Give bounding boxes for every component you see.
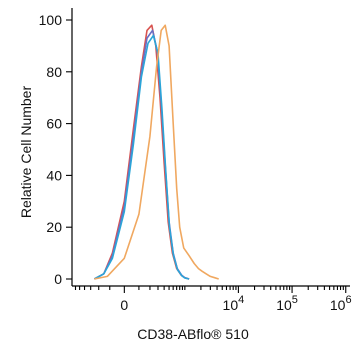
y-tick-label: 100 [39,12,63,28]
y-tick-label: 20 [46,219,62,235]
x-ticks: 0 104 105 106 [74,286,352,313]
x-axis-title: CD38-ABflo® 510 [137,326,249,342]
x-tick-label: 0 [120,297,128,313]
y-tick-label: 40 [46,167,62,183]
axes [71,8,350,287]
y-ticks: 0 20 40 60 80 100 [39,12,72,287]
y-tick-label: 80 [46,64,62,80]
y-axis-title: Relative Cell Number [18,86,34,219]
y-tick-label: 0 [54,271,62,287]
x-tick-label: 105 [276,294,298,313]
plot-series [94,24,219,280]
series-line-4 [94,24,219,280]
x-tick-label: 104 [223,294,245,313]
y-tick-label: 60 [46,116,62,132]
x-tick-label: 106 [330,294,352,313]
